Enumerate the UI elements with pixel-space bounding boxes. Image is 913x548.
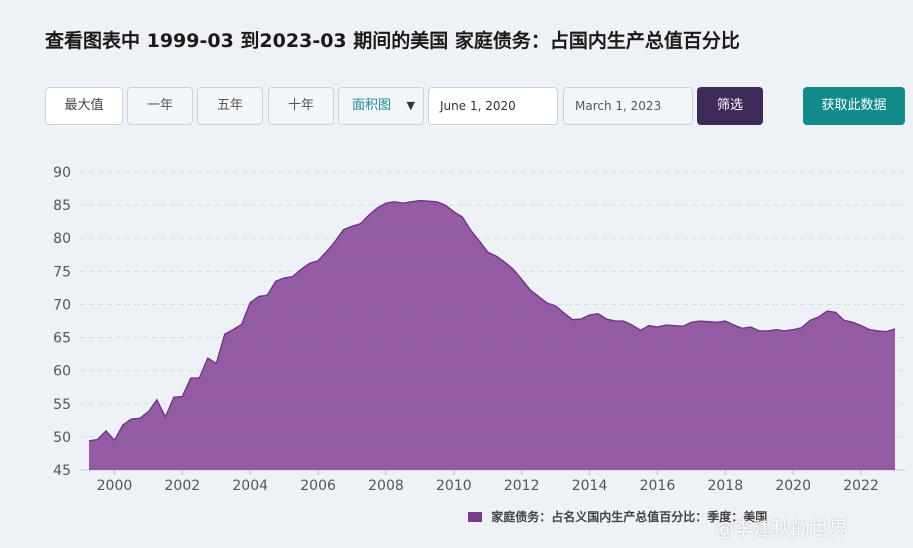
range-ten-year-button[interactable]: 十年 [268, 87, 334, 125]
x-tick-label: 2000 [97, 478, 133, 494]
x-tick-label: 2002 [165, 478, 201, 494]
filter-button[interactable]: 筛选 [697, 87, 763, 125]
y-axis: 45 50 55 60 65 70 75 80 85 90 [53, 165, 71, 479]
x-tick-label: 2008 [368, 478, 404, 494]
y-tick-label: 80 [53, 231, 71, 247]
chevron-down-icon: ▼ [406, 99, 415, 112]
y-tick-label: 90 [53, 165, 71, 181]
chart-type-value: 面积图 [352, 98, 392, 113]
x-axis: 2000 2002 2004 2006 2008 2010 2012 2014 2016 2018… [80, 469, 905, 494]
y-tick-label: 50 [53, 430, 71, 446]
series-area [89, 200, 895, 470]
y-tick-label: 45 [53, 463, 71, 479]
end-date-input[interactable]: March 1, 2023 [563, 87, 693, 125]
y-tick-label: 75 [53, 264, 71, 280]
x-tick-label: 2012 [504, 478, 540, 494]
y-tick-label: 85 [53, 198, 71, 214]
x-tick-label: 2016 [640, 478, 676, 494]
plot-area [88, 199, 896, 470]
y-tick-label: 65 [53, 331, 71, 347]
y-tick-label: 70 [53, 297, 71, 313]
get-data-button[interactable]: 获取此数据 [803, 87, 905, 125]
x-tick-label: 2022 [843, 478, 879, 494]
x-tick-label: 2018 [707, 478, 743, 494]
chart-legend[interactable]: 家庭债务：占名义国内生产总值百分比：季度：美国 [468, 508, 767, 525]
watermark: @李建秋的世界 [715, 518, 849, 540]
y-tick-label: 55 [53, 397, 71, 413]
series-line [88, 199, 896, 442]
legend-swatch [468, 512, 482, 522]
y-tick-label: 60 [53, 364, 71, 380]
x-tick-label: 2020 [775, 478, 811, 494]
page-title: 查看图表中 1999-03 到2023-03 期间的美国 家庭债务：占国内生产总… [45, 30, 740, 52]
range-max-button[interactable]: 最大值 [45, 87, 123, 125]
x-tick-label: 2014 [572, 478, 608, 494]
chart-type-select[interactable]: 面积图 ▼ [338, 87, 424, 125]
x-tick-label: 2006 [300, 478, 336, 494]
range-five-year-button[interactable]: 五年 [197, 87, 263, 125]
x-tick-label: 2004 [232, 478, 268, 494]
range-one-year-button[interactable]: 一年 [127, 87, 193, 125]
start-date-input[interactable]: June 1, 2020 [428, 87, 558, 125]
legend-label: 家庭债务：占名义国内生产总值百分比：季度：美国 [491, 510, 768, 524]
x-tick-label: 2010 [436, 478, 472, 494]
